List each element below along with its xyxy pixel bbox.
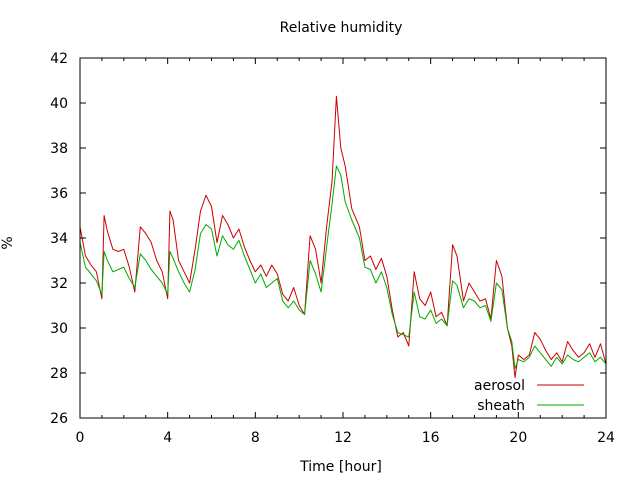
x-axis-label: Time [hour] xyxy=(299,459,382,475)
y-axis-label: % xyxy=(0,236,16,249)
series-layer xyxy=(80,95,606,378)
y-tick-label: 26 xyxy=(50,411,68,427)
y-tick-label: 32 xyxy=(50,276,68,292)
plot-frame xyxy=(79,57,607,419)
legend-label-aerosol: aerosol xyxy=(474,378,525,394)
legend-label-sheath: sheath xyxy=(477,398,525,414)
y-tick-label: 36 xyxy=(50,186,68,202)
x-tick-label: 20 xyxy=(509,430,527,446)
y-tick-label: 34 xyxy=(50,231,68,247)
x-tick-label: 0 xyxy=(76,430,85,446)
series-line-aerosol xyxy=(80,95,606,378)
y-tick-label: 40 xyxy=(50,96,68,112)
series-line-sheath xyxy=(80,165,606,369)
x-tick-label: 16 xyxy=(422,430,440,446)
axis-ticks: 0 4 8 12 16 20 24 26 28 30 32 34 36 38 40 42 xyxy=(50,51,615,446)
y-tick-label: 42 xyxy=(50,51,68,67)
x-tick-label: 12 xyxy=(334,430,352,446)
y-tick-label: 28 xyxy=(50,366,68,382)
legend: aerosol sheath xyxy=(474,378,584,414)
y-tick-label: 38 xyxy=(50,141,68,157)
y-tick-label: 30 xyxy=(50,321,68,337)
x-tick-label: 4 xyxy=(163,430,172,446)
x-tick-label: 8 xyxy=(251,430,260,446)
x-tick-label: 24 xyxy=(597,430,615,446)
chart-title: Relative humidity xyxy=(280,20,403,36)
